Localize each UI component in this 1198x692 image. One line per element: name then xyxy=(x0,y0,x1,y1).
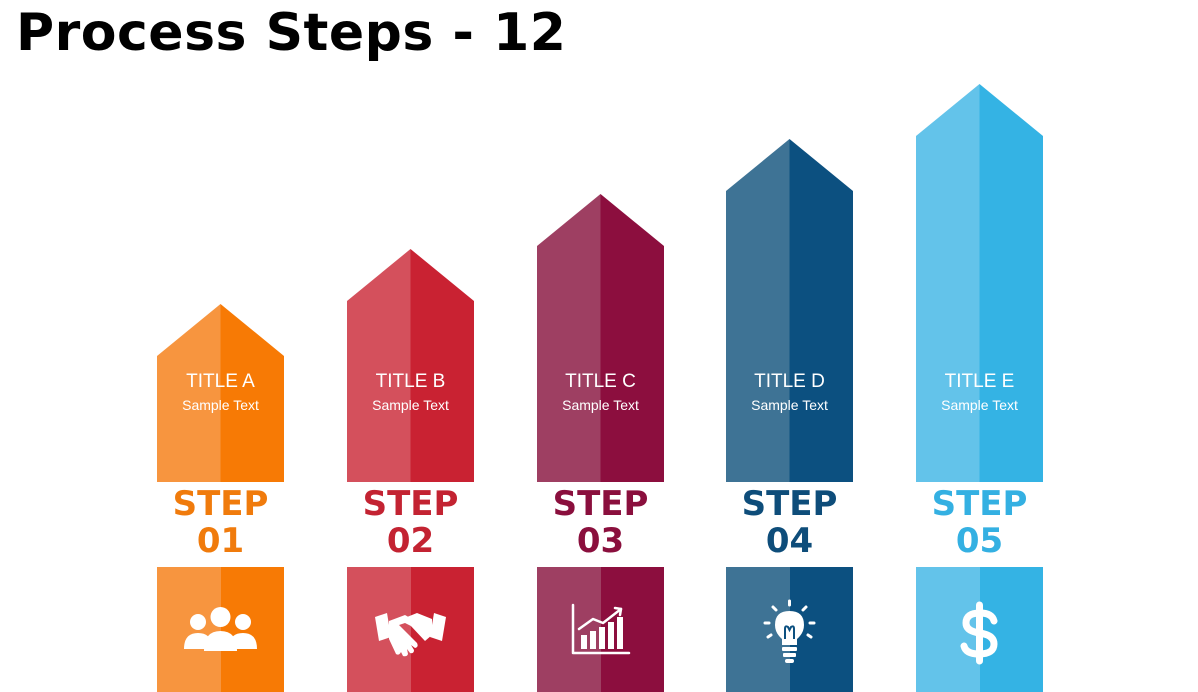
step-3-icon-box xyxy=(537,567,664,692)
step-3-number: 03 xyxy=(576,521,625,561)
process-step-4: TITLE D Sample Text STEP 04 xyxy=(726,0,853,692)
process-step-3: TITLE C Sample Text STEP 03 xyxy=(537,0,664,692)
step-1-word: STEP xyxy=(172,484,269,524)
step-3-label: STEP 03 xyxy=(537,486,664,560)
step-1-title: TITLE A xyxy=(186,371,255,392)
lightbulb-icon xyxy=(763,599,816,663)
step-5-sample-text: Sample Text xyxy=(941,397,1018,413)
team-icon xyxy=(184,607,257,651)
step-1-label: STEP 01 xyxy=(157,486,284,560)
step-1-arrow xyxy=(157,304,284,482)
step-3-arrow xyxy=(537,194,664,482)
process-step-2: TITLE B Sample Text STEP 02 xyxy=(347,0,474,692)
step-4-arrow xyxy=(726,139,853,482)
step-3-sample-text: Sample Text xyxy=(562,397,639,413)
page-title: Process Steps - 12 xyxy=(16,3,567,63)
handshake-icon xyxy=(375,613,446,657)
step-3-title: TITLE C xyxy=(565,371,636,392)
step-2-icon-box xyxy=(347,567,474,692)
step-2-word: STEP xyxy=(362,484,459,524)
step-1-icon-box xyxy=(157,567,284,692)
step-4-word: STEP xyxy=(741,484,838,524)
step-5-number: 05 xyxy=(955,521,1004,561)
step-2-label: STEP 02 xyxy=(347,486,474,560)
process-step-1: TITLE A Sample Text STEP 01 xyxy=(157,0,284,692)
step-5-label: STEP 05 xyxy=(916,486,1043,560)
bar-chart-icon xyxy=(571,603,631,655)
step-3-word: STEP xyxy=(552,484,649,524)
step-2-title: TITLE B xyxy=(375,371,446,392)
step-2-number: 02 xyxy=(386,521,435,561)
step-4-number: 04 xyxy=(765,521,814,561)
step-5-icon-box xyxy=(916,567,1043,692)
step-1-sample-text: Sample Text xyxy=(182,397,259,413)
step-2-sample-text: Sample Text xyxy=(372,397,449,413)
step-2-arrow xyxy=(347,249,474,482)
step-4-label: STEP 04 xyxy=(726,486,853,560)
step-5-word: STEP xyxy=(931,484,1028,524)
process-step-5: TITLE E Sample Text STEP 05 xyxy=(916,0,1043,692)
step-5-title: TITLE E xyxy=(944,371,1015,392)
step-1-number: 01 xyxy=(196,521,245,561)
step-5-arrow xyxy=(916,84,1043,482)
step-4-icon-box xyxy=(726,567,853,692)
step-4-sample-text: Sample Text xyxy=(751,397,828,413)
dollar-icon xyxy=(960,601,998,665)
step-4-title: TITLE D xyxy=(754,371,825,392)
